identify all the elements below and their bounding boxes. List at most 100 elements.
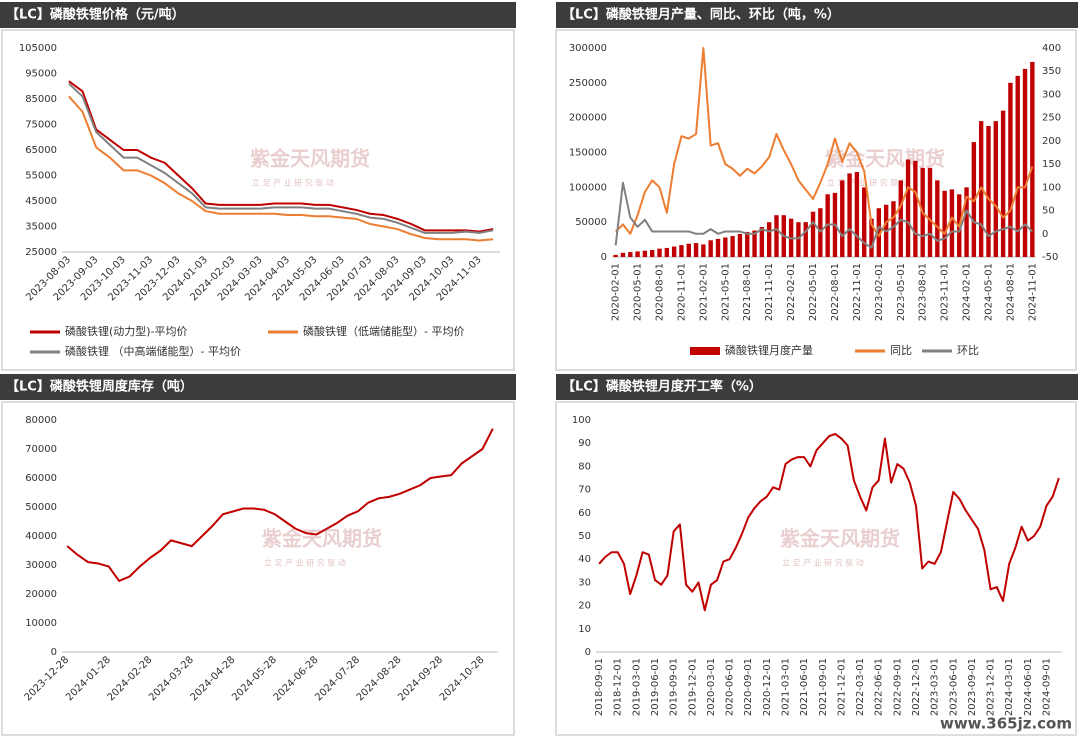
x-tick-label: 2022-08-01 (830, 263, 841, 321)
y-tick-label: 10000 (25, 618, 57, 629)
x-tick-label: 2024-09-01 (1041, 658, 1052, 716)
y-tick-label: 100 (572, 415, 591, 426)
header-bar (0, 2, 516, 28)
y-tick-label: 50000 (575, 217, 607, 228)
panel (1, 401, 515, 736)
y-tick-label: 10 (578, 624, 591, 635)
x-tick-label: 2022-05-01 (808, 263, 819, 321)
bar (774, 215, 779, 257)
chart-title: 【LC】磷酸铁锂月产量、同比、环比（吨，%） (562, 7, 840, 23)
y-tick-label: 300000 (569, 43, 607, 54)
y-tick-label: 25000 (25, 247, 57, 258)
y-tick-label: 55000 (25, 171, 57, 182)
x-tick-label: 2021-08-01 (742, 263, 753, 321)
y-tick-label: 65000 (25, 145, 57, 156)
line (68, 82, 494, 234)
y2-tick-label: 350 (1042, 66, 1061, 77)
bar (671, 246, 677, 257)
y2-tick-label: 50 (1042, 206, 1055, 217)
x-tick-label: 2023-12-01 (986, 658, 997, 716)
x-tick-label: 2023-03-01 (930, 658, 941, 716)
y-tick-label: 30 (578, 577, 591, 588)
y-tick-label: 45000 (25, 196, 57, 207)
line (614, 47, 1034, 238)
y2-tick-label: 150 (1042, 159, 1061, 170)
y2-tick-label: 400 (1042, 43, 1061, 54)
bar (664, 247, 670, 257)
y-tick-label: 20000 (25, 589, 57, 600)
x-tick-label: 2024-11-01 (1027, 263, 1038, 321)
chart-title: 【LC】磷酸铁锂月度开工率（%） (562, 379, 762, 395)
y-tick-label: 200000 (569, 113, 607, 124)
bar (613, 254, 618, 257)
watermark-slogan: 立 足 产 业 研 究 驱 动 (782, 558, 864, 568)
header-bar (556, 2, 1078, 28)
header-bar (0, 374, 516, 400)
x-tick-label: 2023-05-01 (896, 263, 907, 321)
legend-label: 磷酸铁锂（低端储能型）- 平均价 (303, 324, 464, 338)
y2-tick-label: 250 (1042, 113, 1061, 124)
y-tick-label: 60000 (25, 473, 57, 484)
y-tick-label: 40 (578, 554, 591, 565)
bar (898, 180, 903, 257)
bar (745, 231, 750, 257)
x-tick-label: 2024-02-01 (962, 263, 973, 321)
bar (876, 208, 882, 257)
y-tick-label: 95000 (25, 69, 57, 80)
line (68, 95, 494, 242)
bar (635, 251, 640, 257)
bar (891, 201, 896, 257)
bar (686, 243, 691, 257)
x-tick-label: 2024-05-01 (983, 263, 994, 321)
bar (1000, 110, 1006, 257)
bar (679, 245, 684, 257)
bar (730, 236, 735, 257)
y-tick-label: 70 (578, 485, 591, 496)
x-tick-label: 2020-03-01 (706, 658, 717, 716)
bar (1030, 61, 1035, 257)
bar (854, 172, 860, 257)
bar (810, 211, 816, 257)
y-tick-label: 0 (601, 252, 607, 263)
legend-label: 环比 (957, 344, 979, 357)
x-tick-label: 2024-08-01 (1005, 263, 1016, 321)
legend-label: 磷酸铁锂(动力型)-平均价 (65, 324, 188, 338)
legend-swatch (690, 347, 720, 355)
y-tick-label: 90 (578, 438, 591, 449)
legend-label: 磷酸铁锂月度产量 (725, 343, 813, 357)
bar (1008, 82, 1013, 257)
bar (620, 252, 626, 257)
x-tick-label: 2018-09-01 (594, 658, 605, 716)
bar (752, 230, 757, 257)
bar (693, 243, 699, 257)
x-tick-label: 2021-09-01 (818, 658, 829, 716)
bar (840, 180, 845, 257)
bar (993, 121, 998, 258)
x-tick-label: 2021-03-01 (781, 658, 792, 716)
panel (1, 29, 515, 371)
bar (818, 208, 823, 257)
y-tick-label: 80000 (25, 415, 57, 426)
bar (986, 126, 991, 257)
x-tick-label: 2019-09-01 (669, 658, 680, 716)
bar (759, 227, 765, 257)
bar (723, 237, 728, 257)
bar (803, 222, 808, 257)
y-tick-label: 60 (578, 508, 591, 519)
y2-tick-label: 0 (1042, 229, 1048, 240)
watermark: 紫金天风期货 (250, 147, 370, 171)
chart-title: 【LC】磷酸铁锂价格（元/吨） (6, 7, 185, 23)
x-tick-label: 2023-08-01 (918, 263, 929, 321)
bar (737, 234, 743, 257)
bar (701, 244, 706, 257)
y-tick-label: 35000 (25, 222, 57, 233)
y-tick-label: 50000 (25, 502, 57, 513)
x-tick-label: 2021-11-01 (764, 263, 775, 321)
bar (642, 250, 648, 257)
line (614, 181, 1034, 249)
watermark-slogan: 立 足 产 业 研 究 驱 动 (264, 558, 346, 568)
watermark: 紫金天风期货 (825, 147, 945, 171)
x-tick-label: 2019-06-01 (650, 658, 661, 716)
bar (1022, 68, 1028, 258)
bar (847, 173, 852, 257)
